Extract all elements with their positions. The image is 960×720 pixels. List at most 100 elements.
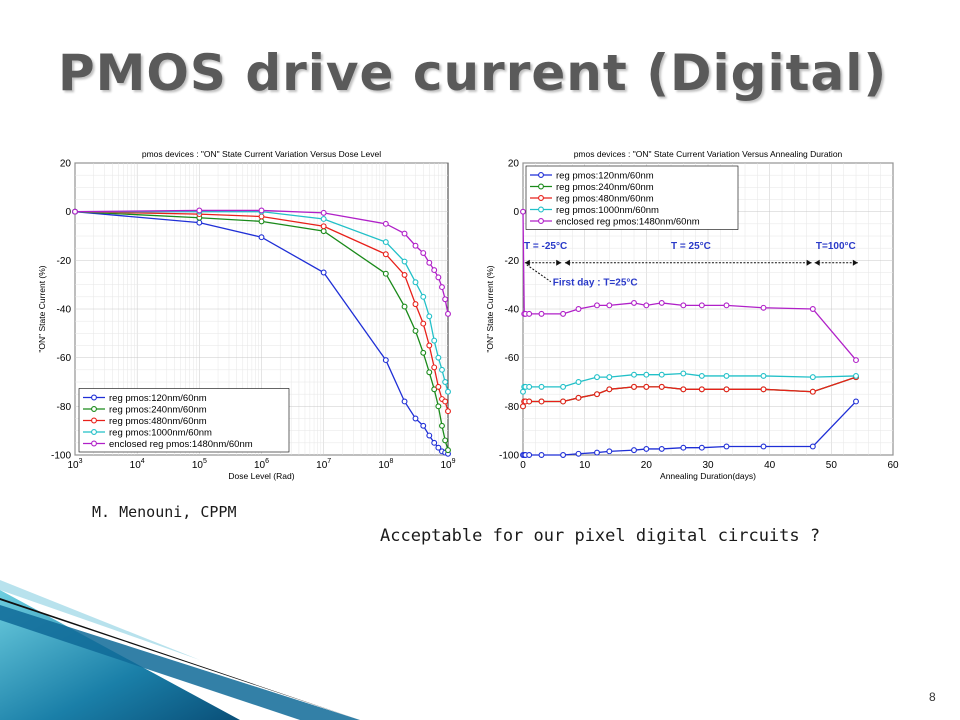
data-point [431, 364, 438, 371]
data-point [320, 209, 327, 216]
data-point [538, 383, 545, 390]
x-axis-label: Annealing Duration(days) [660, 471, 756, 481]
legend-marker [538, 172, 544, 178]
annotation-t-minus25: T = -25°C [524, 241, 567, 252]
data-point [435, 354, 442, 361]
data-point [631, 447, 637, 454]
data-point [420, 293, 427, 300]
data-point [445, 388, 451, 395]
series-purple [72, 207, 451, 317]
data-point [723, 443, 730, 450]
data-point [442, 437, 449, 444]
legend-entry: enclosed reg pmos:1480nm/60nm [109, 439, 253, 450]
data-point [809, 443, 816, 450]
data-point [420, 349, 427, 356]
data-point [643, 302, 650, 309]
legend-entry: reg pmos:480nm/60nm [556, 194, 654, 205]
data-point [594, 302, 600, 309]
data-point [538, 452, 545, 458]
data-point [606, 386, 613, 393]
data-point [435, 274, 442, 281]
x-tick-label: 105 [192, 458, 207, 471]
data-point [526, 452, 533, 458]
x-tick-label: 10 [579, 460, 591, 471]
data-point [809, 374, 816, 381]
data-point [445, 310, 451, 317]
data-point [698, 444, 705, 451]
data-point [560, 398, 567, 405]
data-point [320, 216, 327, 222]
x-tick-label: 20 [641, 460, 653, 471]
legend-entry: reg pmos:1000nm/60nm [556, 205, 659, 216]
y-tick-label: 20 [60, 159, 72, 170]
y-tick-label: 0 [65, 207, 71, 218]
data-point [196, 219, 203, 226]
y-tick-label: -80 [505, 402, 520, 413]
legend-marker [91, 394, 97, 401]
data-point [439, 284, 445, 291]
data-point [698, 372, 705, 379]
data-point [698, 386, 705, 393]
data-point [560, 452, 567, 458]
data-point [431, 337, 438, 344]
arrow-head [564, 259, 570, 266]
legend-entry: reg pmos:240nm/60nm [556, 182, 654, 193]
data-point [631, 299, 637, 306]
data-point [538, 398, 545, 405]
corner-decoration [0, 580, 360, 720]
y-tick-label: 20 [508, 159, 520, 170]
data-point [606, 448, 613, 455]
data-point [435, 444, 442, 451]
page-number: 8 [929, 690, 936, 704]
data-point [382, 357, 389, 364]
data-point [723, 386, 730, 393]
legend-entry: reg pmos:120nm/60nm [109, 393, 207, 404]
data-point [526, 310, 533, 317]
data-point [412, 301, 419, 308]
data-point [575, 379, 582, 385]
data-point [520, 208, 526, 215]
data-point [439, 366, 445, 373]
y-tick-label: -40 [505, 305, 520, 316]
data-point [760, 372, 767, 379]
y-tick-label: -20 [505, 256, 520, 267]
data-point [412, 415, 419, 422]
data-point [431, 386, 438, 393]
x-tick-label: 40 [764, 460, 776, 471]
y-tick-label: -80 [57, 402, 72, 413]
data-point [526, 398, 533, 405]
x-axis-label: Dose Level (Rad) [228, 471, 294, 481]
slide-title: PMOS drive current (Digital) [58, 44, 888, 102]
legend-marker [538, 206, 544, 213]
data-point [426, 369, 433, 376]
legend-marker [538, 195, 544, 201]
data-point [426, 342, 433, 349]
legend-marker [91, 406, 97, 412]
arrow-head [524, 259, 530, 266]
annotation-first-day: First day : T=25°C [553, 278, 638, 289]
data-point [680, 444, 687, 451]
legend-entry: reg pmos:240nm/60nm [109, 405, 207, 416]
data-point [631, 383, 637, 390]
data-point [412, 242, 419, 249]
arrow-head [852, 259, 858, 266]
data-point [658, 299, 665, 306]
legend-box [525, 165, 739, 230]
y-tick-label: -60 [505, 353, 520, 364]
data-point [445, 408, 451, 415]
x-tick-label: 50 [826, 460, 838, 471]
data-point [258, 218, 265, 225]
x-tick-label: 60 [887, 460, 899, 471]
data-point [442, 379, 449, 385]
data-point [658, 383, 665, 390]
data-point [520, 388, 526, 395]
data-point [401, 230, 408, 237]
data-point [575, 450, 582, 457]
y-axis-label: "ON" State Current (%) [485, 265, 495, 352]
data-point [435, 383, 442, 390]
callout-line [526, 264, 552, 283]
data-point [196, 207, 203, 214]
data-point [594, 391, 600, 398]
y-tick-label: -60 [57, 353, 72, 364]
